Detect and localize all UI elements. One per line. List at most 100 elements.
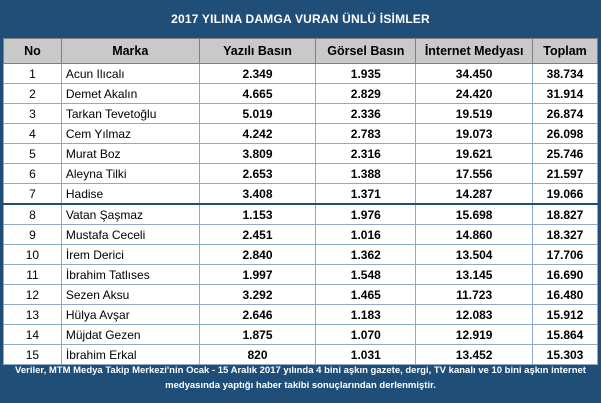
cell-toplam: 25.746 bbox=[532, 143, 598, 164]
cell-marka: Aleyna Tilki bbox=[60, 163, 200, 184]
cell-gorsel-basin: 1.016 bbox=[315, 224, 417, 245]
cell-no: 2 bbox=[3, 83, 62, 104]
cell-gorsel-basin: 1.371 bbox=[315, 183, 417, 205]
cell-internet-medyasi: 12.083 bbox=[415, 304, 534, 325]
cell-toplam: 21.597 bbox=[532, 163, 598, 184]
cell-marka: Müjdat Gezen bbox=[60, 324, 200, 345]
cell-internet-medyasi: 19.073 bbox=[415, 123, 534, 144]
cell-gorsel-basin: 1.388 bbox=[315, 163, 417, 184]
cell-marka: Tarkan Tevetoğlu bbox=[60, 103, 200, 124]
cell-internet-medyasi: 13.145 bbox=[415, 264, 534, 285]
cell-yazili-basin: 4.242 bbox=[198, 123, 317, 144]
cell-no: 10 bbox=[3, 244, 62, 265]
cell-yazili-basin: 2.646 bbox=[198, 304, 317, 325]
cell-no: 15 bbox=[3, 344, 62, 365]
cell-gorsel-basin: 2.783 bbox=[315, 123, 417, 144]
cell-yazili-basin: 3.809 bbox=[198, 143, 317, 164]
table-row: 5 Murat Boz 3.809 2.316 19.621 25.746 bbox=[3, 143, 598, 164]
cell-yazili-basin: 5.019 bbox=[198, 103, 317, 124]
column-header-gorsel-basin: Görsel Basın bbox=[315, 38, 417, 64]
cell-internet-medyasi: 19.621 bbox=[415, 143, 534, 164]
cell-yazili-basin: 1.153 bbox=[198, 203, 317, 225]
cell-marka: Demet Akalın bbox=[60, 83, 200, 104]
source-note: Veriler, MTM Medya Takip Merkezi'nin Oca… bbox=[0, 360, 601, 403]
cell-toplam: 15.912 bbox=[532, 304, 598, 325]
cell-no: 5 bbox=[3, 143, 62, 164]
cell-yazili-basin: 1.875 bbox=[198, 324, 317, 345]
source-note-line-1: Veriler, MTM Medya Takip Merkezi'nin Oca… bbox=[15, 365, 586, 376]
cell-marka: Sezen Aksu bbox=[60, 284, 200, 305]
ranking-table: No Marka Yazılı Basın Görsel Basın İnter… bbox=[3, 38, 598, 365]
cell-internet-medyasi: 24.420 bbox=[415, 83, 534, 104]
cell-no: 13 bbox=[3, 304, 62, 325]
column-header-marka: Marka bbox=[60, 38, 200, 64]
cell-yazili-basin: 2.653 bbox=[198, 163, 317, 184]
cell-internet-medyasi: 14.860 bbox=[415, 224, 534, 245]
cell-gorsel-basin: 1.070 bbox=[315, 324, 417, 345]
cell-no: 9 bbox=[3, 224, 62, 245]
cell-toplam: 38.734 bbox=[532, 63, 598, 84]
cell-gorsel-basin: 1.362 bbox=[315, 244, 417, 265]
cell-toplam: 16.480 bbox=[532, 284, 598, 305]
table-row: 7 Hadise 3.408 1.371 14.287 19.066 bbox=[3, 183, 598, 205]
cell-internet-medyasi: 15.698 bbox=[415, 203, 534, 225]
table-row: 15 İbrahim Erkal 820 1.031 13.452 15.303 bbox=[3, 344, 598, 365]
cell-marka: İbrahim Erkal bbox=[60, 344, 200, 365]
cell-gorsel-basin: 1.465 bbox=[315, 284, 417, 305]
cell-marka: İrem Derici bbox=[60, 244, 200, 265]
cell-no: 4 bbox=[3, 123, 62, 144]
cell-no: 1 bbox=[3, 63, 62, 84]
cell-no: 3 bbox=[3, 103, 62, 124]
cell-toplam: 19.066 bbox=[532, 183, 598, 205]
cell-no: 14 bbox=[3, 324, 62, 345]
table-row: 6 Aleyna Tilki 2.653 1.388 17.556 21.597 bbox=[3, 163, 598, 184]
cell-gorsel-basin: 2.829 bbox=[315, 83, 417, 104]
cell-marka: Hülya Avşar bbox=[60, 304, 200, 325]
cell-internet-medyasi: 34.450 bbox=[415, 63, 534, 84]
source-note-line-2: medyasında yaptığı haber takibi sonuçlar… bbox=[165, 380, 436, 391]
cell-marka: Cem Yılmaz bbox=[60, 123, 200, 144]
cell-gorsel-basin: 2.316 bbox=[315, 143, 417, 164]
cell-toplam: 17.706 bbox=[532, 244, 598, 265]
cell-internet-medyasi: 17.556 bbox=[415, 163, 534, 184]
cell-internet-medyasi: 19.519 bbox=[415, 103, 534, 124]
page-title: 2017 YILINA DAMGA VURAN ÜNLÜ İSİMLER bbox=[171, 12, 430, 26]
cell-toplam: 26.874 bbox=[532, 103, 598, 124]
cell-gorsel-basin: 1.548 bbox=[315, 264, 417, 285]
cell-yazili-basin: 2.349 bbox=[198, 63, 317, 84]
column-header-toplam: Toplam bbox=[532, 38, 598, 64]
table-row: 8 Vatan Şaşmaz 1.153 1.976 15.698 18.827 bbox=[3, 203, 598, 225]
cell-yazili-basin: 1.997 bbox=[198, 264, 317, 285]
cell-yazili-basin: 2.451 bbox=[198, 224, 317, 245]
cell-marka: Acun Ilıcalı bbox=[60, 63, 200, 84]
cell-yazili-basin: 3.292 bbox=[198, 284, 317, 305]
table-row: 13 Hülya Avşar 2.646 1.183 12.083 15.912 bbox=[3, 304, 598, 325]
cell-internet-medyasi: 14.287 bbox=[415, 183, 534, 205]
cell-toplam: 18.827 bbox=[532, 203, 598, 225]
cell-no: 6 bbox=[3, 163, 62, 184]
cell-gorsel-basin: 1.031 bbox=[315, 344, 417, 365]
table-row: 4 Cem Yılmaz 4.242 2.783 19.073 26.098 bbox=[3, 123, 598, 144]
cell-toplam: 31.914 bbox=[532, 83, 598, 104]
cell-gorsel-basin: 1.183 bbox=[315, 304, 417, 325]
table-row: 12 Sezen Aksu 3.292 1.465 11.723 16.480 bbox=[3, 284, 598, 305]
column-header-yazili-basin: Yazılı Basın bbox=[198, 38, 317, 64]
cell-gorsel-basin: 1.976 bbox=[315, 203, 417, 225]
cell-internet-medyasi: 12.919 bbox=[415, 324, 534, 345]
column-header-internet-medyasi: İnternet Medyası bbox=[415, 38, 534, 64]
cell-marka: Vatan Şaşmaz bbox=[60, 203, 200, 225]
column-header-no: No bbox=[3, 38, 62, 64]
cell-yazili-basin: 2.840 bbox=[198, 244, 317, 265]
cell-internet-medyasi: 13.452 bbox=[415, 344, 534, 365]
table-row: 11 İbrahim Tatlıses 1.997 1.548 13.145 16.690 bbox=[3, 264, 598, 285]
cell-no: 7 bbox=[3, 183, 62, 205]
cell-no: 12 bbox=[3, 284, 62, 305]
cell-toplam: 26.098 bbox=[532, 123, 598, 144]
cell-toplam: 16.690 bbox=[532, 264, 598, 285]
cell-gorsel-basin: 1.935 bbox=[315, 63, 417, 84]
cell-internet-medyasi: 11.723 bbox=[415, 284, 534, 305]
cell-gorsel-basin: 2.336 bbox=[315, 103, 417, 124]
table-row: 3 Tarkan Tevetoğlu 5.019 2.336 19.519 26.874 bbox=[3, 103, 598, 124]
cell-toplam: 15.303 bbox=[532, 344, 598, 365]
